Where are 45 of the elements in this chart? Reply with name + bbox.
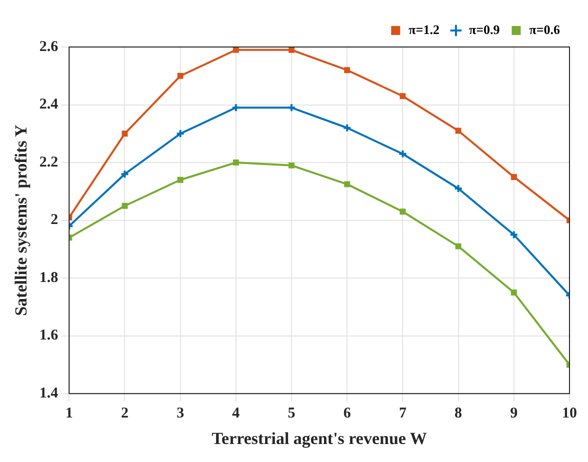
y-axis-title: Satellite systems' profits Y <box>12 124 31 316</box>
point <box>176 129 185 138</box>
legend-label: π=0.9 <box>468 22 500 37</box>
point <box>509 230 518 240</box>
point <box>288 47 295 53</box>
x-tick-label: 8 <box>454 405 462 422</box>
point <box>231 103 240 112</box>
point <box>177 176 184 183</box>
legend-label: π=0.6 <box>529 22 560 37</box>
y-tick-label: 1.8 <box>39 270 58 286</box>
point <box>287 103 296 112</box>
point <box>455 128 462 134</box>
point <box>232 160 239 166</box>
legend-label: π=1.2 <box>408 22 440 37</box>
point <box>344 181 350 188</box>
point <box>232 47 239 53</box>
point <box>177 72 184 79</box>
point <box>400 208 406 215</box>
x-tick-label: 2 <box>120 405 128 422</box>
point <box>122 202 128 209</box>
x-tick-label: 1 <box>65 405 73 422</box>
y-tick-label: 1.4 <box>39 385 59 402</box>
point <box>120 170 130 179</box>
point <box>122 130 128 137</box>
point <box>288 162 295 168</box>
y-tick-label: 1.6 <box>39 328 59 344</box>
point <box>400 93 406 100</box>
x-tick-label: 5 <box>288 405 296 422</box>
point <box>398 149 408 158</box>
point <box>344 67 350 74</box>
x-tick-label: 7 <box>398 405 407 422</box>
x-tick-label: 10 <box>562 405 577 422</box>
point <box>510 174 517 180</box>
x-tick-label: 9 <box>510 405 518 422</box>
y-tick-label: 2.6 <box>39 38 59 55</box>
x-tick-label: 4 <box>232 405 240 422</box>
x-tick-label: 3 <box>176 405 184 422</box>
point <box>455 243 462 250</box>
point <box>342 123 352 132</box>
y-tick-label: 2 <box>50 212 58 228</box>
x-tick-label: 6 <box>343 405 352 422</box>
y-tick-label: 2.4 <box>39 96 59 113</box>
x-axis-title: Terrestrial agent's revenue W <box>212 429 427 448</box>
y-tick-label: 2.2 <box>39 154 58 170</box>
point <box>510 290 517 296</box>
